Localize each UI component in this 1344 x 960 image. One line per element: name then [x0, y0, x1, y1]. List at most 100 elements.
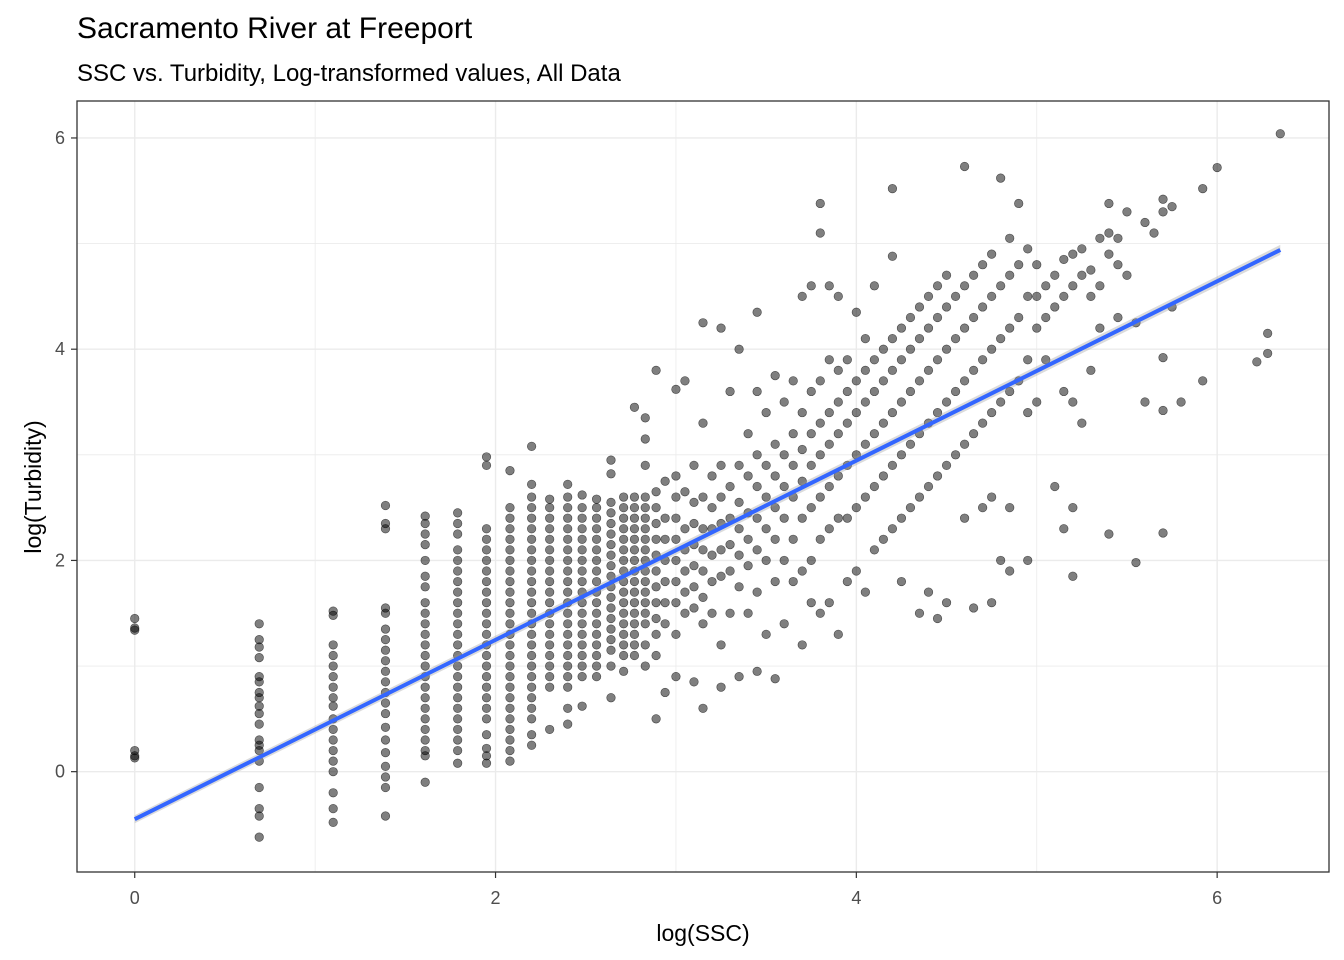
data-point	[1113, 233, 1123, 243]
data-point	[527, 740, 537, 750]
data-point	[545, 555, 555, 566]
data-point	[969, 312, 979, 323]
x-tick-label: 2	[491, 888, 501, 908]
data-point	[978, 302, 988, 312]
data-point	[420, 582, 430, 592]
data-point	[254, 652, 264, 663]
data-point	[698, 703, 708, 713]
data-point	[606, 539, 616, 550]
y-axis-title: log(Turbidity)	[20, 420, 46, 553]
data-point	[591, 555, 602, 566]
data-point	[716, 492, 726, 502]
data-point	[680, 376, 690, 386]
data-point	[743, 534, 753, 544]
data-point	[591, 672, 602, 682]
data-point	[923, 291, 934, 301]
data-point	[1275, 129, 1285, 139]
data-point	[563, 587, 573, 597]
data-point	[527, 629, 537, 639]
data-point	[878, 471, 889, 481]
data-point	[1252, 357, 1262, 367]
data-point	[698, 524, 708, 534]
data-point	[254, 693, 264, 703]
data-point	[1032, 397, 1042, 407]
data-point	[815, 198, 825, 209]
data-point	[545, 629, 555, 639]
data-point	[1263, 328, 1273, 338]
data-point	[725, 481, 735, 492]
data-point	[254, 832, 264, 842]
data-point	[1167, 202, 1177, 212]
data-point	[887, 365, 898, 375]
data-point	[1005, 386, 1015, 397]
data-point	[328, 672, 338, 682]
data-point	[689, 677, 699, 687]
data-point	[788, 460, 798, 470]
data-point	[591, 524, 602, 534]
data-point	[619, 492, 629, 502]
data-point	[505, 503, 515, 513]
data-point	[606, 455, 616, 465]
data-point	[527, 693, 537, 703]
data-point	[420, 777, 430, 787]
data-point	[770, 674, 780, 684]
data-point	[707, 471, 717, 481]
data-point	[328, 640, 338, 650]
data-point	[797, 444, 807, 455]
data-point	[1158, 528, 1168, 538]
data-point	[640, 587, 650, 597]
data-point	[941, 302, 952, 312]
data-point	[770, 534, 780, 544]
data-point	[842, 386, 852, 397]
data-point	[680, 524, 690, 534]
data-point	[905, 386, 916, 397]
data-point	[505, 466, 515, 476]
data-point	[380, 656, 391, 666]
data-point	[752, 307, 762, 317]
data-point	[932, 355, 943, 365]
data-point	[806, 598, 816, 608]
data-point	[545, 619, 555, 629]
data-point	[743, 429, 753, 439]
data-point	[420, 571, 430, 581]
data-point	[680, 487, 690, 497]
data-point	[651, 582, 661, 592]
data-point	[1050, 302, 1060, 312]
data-point	[563, 719, 573, 729]
data-point	[591, 629, 602, 639]
data-point	[591, 576, 602, 587]
data-point	[824, 598, 834, 608]
data-point	[577, 650, 587, 661]
data-point	[743, 608, 753, 618]
data-point	[978, 260, 988, 270]
data-point	[606, 693, 616, 703]
data-point	[420, 640, 430, 650]
data-point	[761, 492, 771, 502]
data-point	[923, 587, 934, 597]
data-point	[824, 355, 834, 365]
data-point	[1122, 270, 1132, 280]
data-point	[815, 376, 825, 386]
data-point	[671, 492, 681, 502]
data-point	[779, 450, 789, 460]
data-point	[851, 503, 861, 513]
data-point	[606, 603, 616, 613]
data-point	[1023, 355, 1033, 365]
data-point	[860, 334, 870, 344]
data-point	[1059, 254, 1069, 265]
data-point	[505, 619, 515, 629]
data-point	[619, 598, 629, 608]
data-point	[130, 753, 140, 763]
data-point	[896, 323, 907, 333]
data-point	[420, 661, 430, 671]
data-point	[640, 413, 650, 423]
data-point	[950, 386, 961, 397]
data-point	[1041, 355, 1051, 365]
data-point	[577, 545, 587, 555]
data-point	[1032, 260, 1042, 270]
data-point	[505, 703, 515, 713]
data-point	[380, 635, 391, 645]
data-point	[577, 619, 587, 629]
data-point	[797, 566, 807, 576]
plot-border	[76, 100, 1330, 873]
